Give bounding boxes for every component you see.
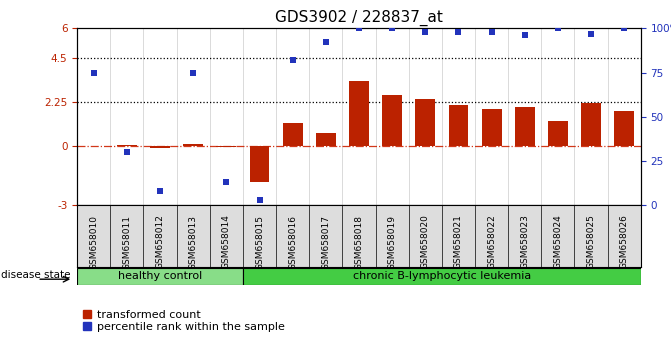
Point <box>386 25 397 31</box>
Bar <box>243 268 641 285</box>
Point <box>188 70 199 75</box>
Text: GSM658016: GSM658016 <box>288 215 297 270</box>
Bar <box>282 123 303 146</box>
Bar <box>448 105 468 146</box>
Point <box>221 179 231 185</box>
Bar <box>581 103 601 146</box>
Bar <box>77 268 243 285</box>
Legend: transformed count, percentile rank within the sample: transformed count, percentile rank withi… <box>83 310 285 332</box>
Point <box>420 29 431 35</box>
Bar <box>117 145 137 146</box>
Bar <box>614 111 634 146</box>
Point <box>354 25 364 31</box>
Bar <box>349 81 369 146</box>
Bar <box>548 121 568 146</box>
Text: GSM658023: GSM658023 <box>520 215 529 269</box>
Text: GSM658024: GSM658024 <box>554 215 562 269</box>
Text: GSM658026: GSM658026 <box>620 215 629 269</box>
Title: GDS3902 / 228837_at: GDS3902 / 228837_at <box>275 9 443 25</box>
Bar <box>382 95 402 146</box>
Point <box>254 197 265 203</box>
Text: GSM658018: GSM658018 <box>354 215 364 270</box>
Point <box>586 31 597 36</box>
Point <box>486 29 497 35</box>
Point <box>552 25 563 31</box>
Point <box>89 70 99 75</box>
Bar <box>250 146 270 182</box>
Point <box>155 188 166 194</box>
Text: GSM658011: GSM658011 <box>122 215 132 270</box>
Point <box>121 149 132 155</box>
Point <box>619 25 629 31</box>
Bar <box>217 146 236 147</box>
Bar <box>415 99 435 146</box>
Text: GSM658010: GSM658010 <box>89 215 98 270</box>
Text: GSM658022: GSM658022 <box>487 215 496 269</box>
Text: GSM658012: GSM658012 <box>156 215 164 269</box>
Text: GSM658020: GSM658020 <box>421 215 430 269</box>
Point <box>321 40 331 45</box>
Text: disease state: disease state <box>1 270 71 280</box>
Text: GSM658021: GSM658021 <box>454 215 463 269</box>
Text: GSM658019: GSM658019 <box>388 215 397 270</box>
Text: GSM658013: GSM658013 <box>189 215 198 270</box>
Text: GSM658015: GSM658015 <box>255 215 264 270</box>
Text: GSM658025: GSM658025 <box>586 215 596 269</box>
Point <box>453 29 464 35</box>
Point <box>519 33 530 38</box>
Text: chronic B-lymphocytic leukemia: chronic B-lymphocytic leukemia <box>353 272 531 281</box>
Point <box>287 57 298 63</box>
Text: GSM658017: GSM658017 <box>321 215 330 270</box>
Bar <box>183 144 203 146</box>
Bar <box>515 107 535 146</box>
Text: healthy control: healthy control <box>118 272 202 281</box>
Text: GSM658014: GSM658014 <box>222 215 231 269</box>
Bar <box>150 146 170 148</box>
Bar <box>482 109 501 146</box>
Bar <box>316 132 336 146</box>
